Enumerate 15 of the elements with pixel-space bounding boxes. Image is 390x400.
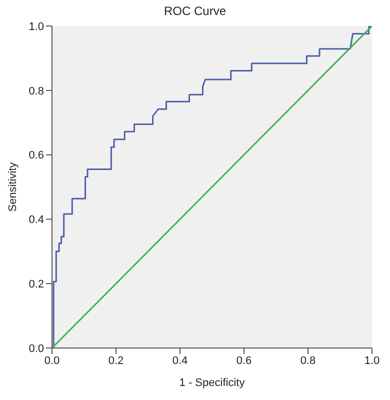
x-tick-label: 0.6 xyxy=(236,354,252,367)
y-tick-label: 0.8 xyxy=(28,85,44,98)
y-tick-label: 0.2 xyxy=(28,278,44,291)
chart-title: ROC Curve xyxy=(162,4,227,18)
x-tick-label: 0.4 xyxy=(172,354,188,367)
y-tick-label: 0.4 xyxy=(28,214,44,226)
x-tick-label: 1.0 xyxy=(364,354,380,367)
x-tick-label: 0.0 xyxy=(44,354,60,367)
x-tick-label: 0.2 xyxy=(108,354,124,367)
y-tick-label: 0.0 xyxy=(28,342,44,355)
y-tick-label: 0.6 xyxy=(28,150,44,162)
x-tick-label: 0.8 xyxy=(300,354,316,367)
y-axis-title: Sensitivity xyxy=(6,162,19,212)
x-axis-title: 1 - Specificity xyxy=(179,377,246,389)
y-tick-label: 1.0 xyxy=(28,20,44,33)
